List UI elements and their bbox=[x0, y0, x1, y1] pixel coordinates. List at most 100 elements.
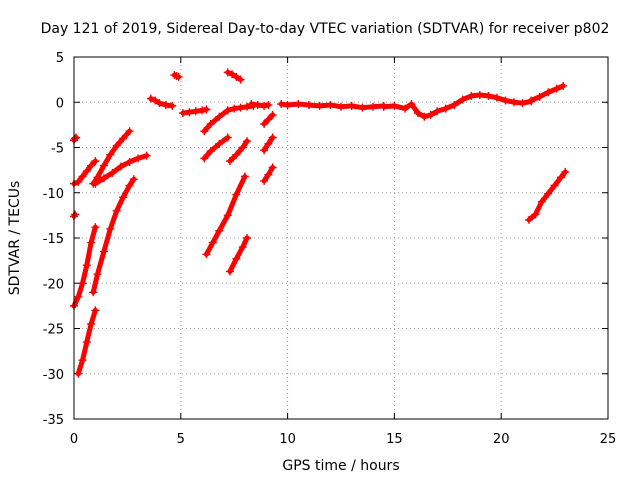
data-point bbox=[277, 100, 286, 109]
x-axis-label: GPS time / hours bbox=[282, 458, 399, 474]
series-arc-10 bbox=[170, 71, 183, 81]
data-point bbox=[87, 161, 96, 170]
data-point bbox=[484, 91, 493, 100]
data-point bbox=[264, 115, 273, 124]
data-point bbox=[552, 84, 561, 93]
data-point bbox=[99, 247, 108, 256]
y-axis-label: SDTVAR / TECUs bbox=[7, 181, 23, 296]
data-point bbox=[369, 102, 378, 111]
data-point bbox=[510, 98, 519, 107]
y-tick-label: 5 bbox=[56, 51, 64, 66]
data-point bbox=[202, 250, 211, 259]
y-tick-label: -25 bbox=[43, 323, 64, 338]
series-arc-18 bbox=[225, 234, 252, 276]
data-point bbox=[185, 108, 194, 117]
data-point bbox=[238, 243, 247, 252]
data-point bbox=[240, 172, 249, 181]
data-point bbox=[294, 100, 303, 109]
data-point bbox=[264, 100, 273, 109]
data-point bbox=[268, 133, 277, 142]
data-point bbox=[78, 172, 87, 181]
data-point bbox=[116, 162, 125, 171]
data-point bbox=[524, 215, 533, 224]
series-arc-9 bbox=[146, 94, 177, 110]
data-point bbox=[112, 206, 121, 215]
data-point bbox=[74, 177, 83, 186]
data-point bbox=[125, 157, 134, 166]
data-point bbox=[78, 279, 87, 288]
data-point bbox=[243, 137, 252, 146]
data-point bbox=[561, 167, 570, 176]
series-trace bbox=[203, 173, 248, 257]
series-arc-25 bbox=[450, 91, 536, 109]
series-trace bbox=[227, 138, 250, 164]
series-trace bbox=[201, 135, 231, 161]
data-point bbox=[531, 210, 540, 219]
data-point bbox=[550, 181, 559, 190]
data-point bbox=[91, 306, 100, 315]
data-point bbox=[223, 133, 232, 142]
series-arc-14 bbox=[202, 172, 249, 259]
data-point bbox=[268, 110, 277, 119]
y-tick-label: 0 bbox=[56, 96, 64, 111]
data-point bbox=[146, 94, 155, 103]
data-point bbox=[379, 102, 388, 111]
series-arc-19 bbox=[247, 100, 273, 110]
data-point bbox=[268, 163, 277, 172]
data-point bbox=[544, 189, 553, 198]
series-arc-5 bbox=[74, 306, 100, 378]
data-point bbox=[106, 150, 115, 159]
data-point bbox=[243, 102, 252, 111]
series-trace bbox=[225, 69, 244, 83]
data-point bbox=[537, 197, 546, 206]
data-point bbox=[129, 175, 138, 184]
series-arc-11 bbox=[178, 105, 211, 118]
data-point bbox=[225, 157, 234, 166]
data-point bbox=[71, 134, 80, 143]
y-tick-label: -5 bbox=[51, 142, 64, 157]
data-point bbox=[106, 224, 115, 233]
x-tick-label: 0 bbox=[70, 432, 78, 447]
data-point bbox=[260, 176, 269, 185]
data-point bbox=[223, 211, 232, 220]
series-arc-17 bbox=[225, 137, 252, 166]
data-point bbox=[433, 107, 442, 116]
series-arc-16 bbox=[223, 101, 258, 115]
series-arc-21 bbox=[260, 133, 277, 155]
axis-ticks: 0 5 10 15 20 25 5 0 -5 -10 -15 -20 -25 -30 -35 bbox=[43, 51, 617, 447]
y-tick-label: -35 bbox=[43, 413, 64, 428]
series-arc-26 bbox=[527, 81, 568, 105]
series-arc-3 bbox=[70, 157, 100, 188]
data-point bbox=[155, 99, 164, 108]
data-point bbox=[202, 105, 211, 114]
x-tick-label: 5 bbox=[177, 432, 185, 447]
data-point bbox=[125, 127, 134, 136]
series-trace bbox=[451, 92, 534, 108]
series-arc-20 bbox=[260, 110, 277, 128]
data-point bbox=[243, 234, 252, 242]
data-point bbox=[475, 91, 484, 100]
data-point bbox=[413, 109, 422, 118]
data-point bbox=[260, 119, 269, 128]
x-tick-label: 10 bbox=[279, 432, 296, 447]
data-point bbox=[441, 104, 450, 113]
series-trace bbox=[201, 107, 231, 134]
data-point bbox=[260, 146, 269, 155]
series-arc-22 bbox=[260, 163, 277, 185]
data-point bbox=[178, 109, 187, 118]
data-point bbox=[206, 119, 215, 128]
data-point bbox=[112, 141, 121, 150]
data-point bbox=[236, 75, 245, 84]
data-point bbox=[206, 147, 215, 156]
data-point bbox=[134, 154, 143, 163]
data-point bbox=[71, 210, 80, 219]
data-traces bbox=[70, 68, 570, 378]
data-point bbox=[198, 106, 207, 115]
data-point bbox=[238, 143, 247, 152]
series-arc-15 bbox=[223, 68, 245, 84]
series-trace bbox=[526, 169, 568, 223]
data-point bbox=[458, 95, 467, 104]
series-trace bbox=[227, 235, 250, 274]
plot-frame bbox=[73, 56, 609, 420]
series-arc-23 bbox=[277, 100, 388, 112]
